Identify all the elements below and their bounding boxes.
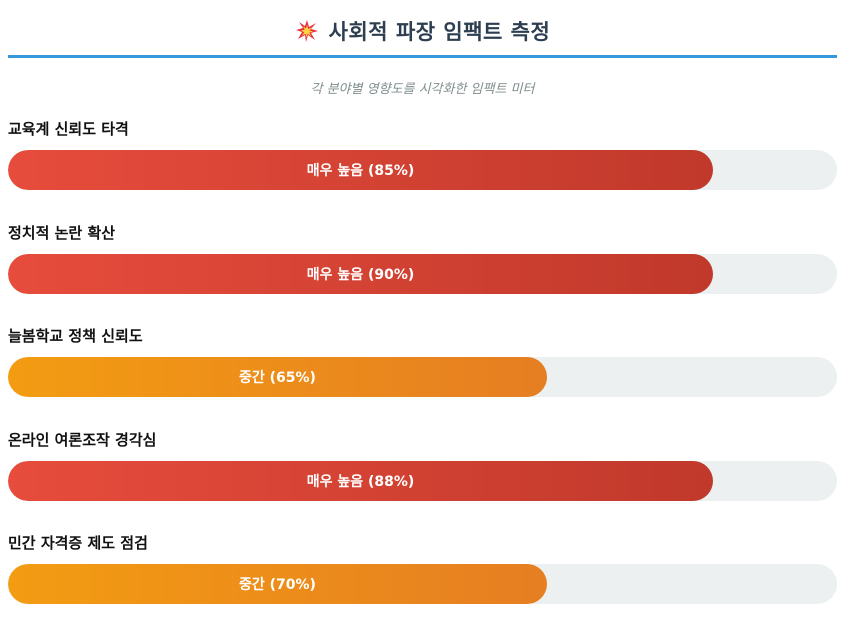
impact-bar-label: 중간 (65%): [239, 370, 316, 386]
impact-bar-track: 매우 높음 (90%): [8, 253, 837, 294]
impact-bar-track: 중간 (70%): [8, 564, 837, 604]
impact-bar: 매우 높음 (88%): [8, 460, 713, 501]
page-title: 사회적 파장 임팩트 측정: [328, 20, 551, 44]
impact-bar-track: 매우 높음 (88%): [8, 460, 837, 501]
impact-bar: 매우 높음 (90%): [8, 253, 713, 294]
metric-label: 민간 자격증 제도 점검: [8, 534, 148, 552]
chart-header: 사회적 파장 임팩트 측정: [8, 0, 837, 58]
collision-icon: [295, 19, 319, 43]
metric-label: 교육계 신뢰도 타격: [8, 120, 129, 138]
impact-bar-track: 매우 높음 (85%): [8, 150, 837, 190]
impact-bar: 매우 높음 (85%): [8, 150, 713, 190]
chart-subtitle: 각 분야별 영향도를 시각화한 임팩트 미터: [310, 82, 535, 97]
impact-bar-label: 매우 높음 (90%): [306, 266, 415, 283]
impact-bar: 중간 (70%): [8, 564, 547, 604]
metric-label: 정치적 논란 확산: [8, 223, 116, 242]
impact-bar-track: 중간 (65%): [8, 357, 837, 397]
title-wrap: 사회적 파장 임팩트 측정: [295, 16, 551, 46]
metric-label: 온라인 여론조작 경각심: [8, 430, 157, 449]
impact-bar-label: 매우 높음 (88%): [306, 473, 415, 490]
impact-bar-label: 매우 높음 (85%): [306, 163, 415, 179]
impact-bar-label: 중간 (70%): [239, 577, 316, 593]
metric-label: 늘봄학교 정책 신뢰도: [8, 327, 143, 345]
impact-bar: 중간 (65%): [8, 357, 547, 397]
